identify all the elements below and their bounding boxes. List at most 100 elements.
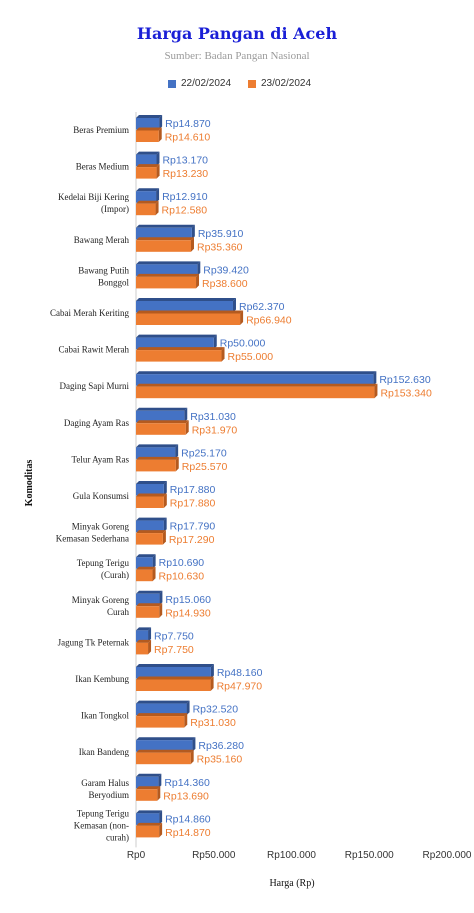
data-label-series2: Rp13.230 [163, 168, 209, 180]
bar-series2-side [152, 566, 156, 582]
bar-series2-top [136, 347, 225, 351]
data-label-series1: Rp31.030 [190, 411, 236, 423]
bar-series2-side [162, 530, 166, 545]
bar-series1-top [136, 444, 179, 448]
data-label-series1: Rp7.750 [154, 630, 194, 642]
bar-series1-side [192, 737, 196, 752]
data-label-series2: Rp14.930 [165, 607, 211, 619]
data-label-series2: Rp47.970 [217, 681, 263, 693]
bar-series2-side [148, 639, 152, 655]
bar-series2 [136, 459, 176, 472]
category-label: Kedelai Biji Kering (Impor) [58, 192, 129, 214]
bar-series2 [136, 825, 160, 838]
x-tick-label: Rp200.000 [423, 850, 472, 861]
data-label-series1: Rp39.420 [203, 264, 249, 276]
bar-series1-top [136, 517, 167, 521]
bar-series1-top [136, 700, 190, 704]
bar-series2 [136, 752, 191, 765]
category-label: Bawang Putih Bonggol [78, 265, 129, 287]
bar-series2-top [136, 237, 194, 241]
bar-series2-side [221, 347, 225, 362]
x-tick-label: Rp150.000 [345, 850, 394, 861]
data-label-series2: Rp10.630 [159, 571, 205, 583]
bar-series1-top [136, 188, 160, 192]
bar-series2-side [157, 786, 161, 801]
bar-series1 [136, 520, 164, 533]
category-label: Tepung Terigu Kemasan (non-curah) [74, 808, 130, 842]
bar-series1-top [136, 664, 214, 667]
category-label: Telur Ayam Ras [71, 454, 129, 464]
data-label-series2: Rp14.870 [165, 827, 211, 839]
bar-series2-side [156, 164, 160, 179]
bar-series1-top [136, 151, 160, 155]
bar-series1-top [136, 371, 377, 375]
bar-series2-top [136, 603, 163, 607]
bar-series1-top [136, 627, 152, 631]
category-label: Beras Medium [76, 162, 129, 172]
x-tick-label: Rp0 [127, 850, 146, 861]
data-label-series2: Rp25.570 [182, 461, 228, 473]
category-label: Cabai Merah Keriting [50, 308, 129, 318]
bar-series1-side [159, 590, 163, 606]
data-label-series1: Rp17.880 [170, 484, 216, 496]
chart-title: Harga Pangan di Aceh [136, 24, 338, 43]
bar-series2 [136, 240, 191, 252]
data-label-series1: Rp13.170 [162, 155, 208, 167]
category-label: Ikan Bandeng [79, 747, 130, 757]
data-label-series1: Rp14.870 [165, 118, 211, 130]
data-label-series1: Rp152.630 [379, 374, 431, 386]
bar-series2-side [175, 456, 179, 472]
bar-series1-side [213, 334, 217, 350]
bar-series2-top [136, 566, 156, 570]
bar-series1 [136, 154, 157, 167]
category-label: Ikan Kembung [75, 674, 129, 684]
legend: 22/02/2024 23/02/2024 [0, 78, 474, 92]
bar-series2-side [374, 383, 378, 399]
data-label-series1: Rp35.910 [198, 228, 244, 240]
category-label: Jagung Tk Peternak [58, 637, 130, 647]
bar-series2-top [136, 420, 189, 424]
bar-series1-side [163, 481, 167, 496]
data-label-series1: Rp25.170 [181, 447, 227, 459]
bar-series1 [136, 447, 176, 459]
bar-series1-top [136, 115, 163, 118]
bar-series2 [136, 130, 159, 142]
bar-series2-side [210, 676, 214, 691]
bar-series2-top [136, 530, 166, 534]
data-label-series2: Rp31.030 [190, 717, 236, 729]
bar-series1-top [136, 334, 217, 338]
category-label: Gula Konsumsi [73, 491, 130, 501]
bar-series2 [136, 606, 160, 618]
bar-series2-side [159, 822, 163, 838]
y-axis-title: Komoditas [24, 460, 35, 507]
bar-series1-top [136, 554, 156, 558]
bar-series1-side [373, 371, 377, 386]
data-label-series1: Rp32.520 [193, 704, 239, 716]
bar-series1-top [136, 407, 188, 411]
bar-series1 [136, 813, 160, 825]
bar-series1-side [156, 151, 160, 167]
bar-series2-top [136, 310, 244, 314]
data-label-series2: Rp12.580 [162, 205, 208, 217]
bar-series1 [136, 593, 160, 606]
bar-series2 [136, 679, 211, 691]
data-label-series1: Rp10.690 [159, 557, 205, 569]
data-label-series2: Rp31.970 [192, 424, 238, 436]
legend-swatch-series2 [248, 79, 256, 88]
bar-series1-top [136, 810, 163, 814]
bar-series1-side [232, 298, 236, 313]
bar-series1 [136, 191, 157, 203]
bar-series1 [136, 667, 211, 679]
category-label: Minyak Goreng Curah [72, 595, 130, 617]
bar-series1-side [159, 115, 163, 130]
data-label-series2: Rp35.360 [197, 241, 243, 253]
bar-series1-side [191, 224, 195, 240]
bar-series2-side [158, 127, 162, 142]
data-label-series1: Rp36.280 [198, 740, 244, 752]
data-label-series2: Rp17.880 [170, 498, 216, 510]
chart-subtitle: Sumber: Badan Pangan Nasional [164, 50, 310, 62]
data-label-series1: Rp62.370 [239, 301, 285, 313]
data-label-series2: Rp14.610 [165, 132, 211, 144]
